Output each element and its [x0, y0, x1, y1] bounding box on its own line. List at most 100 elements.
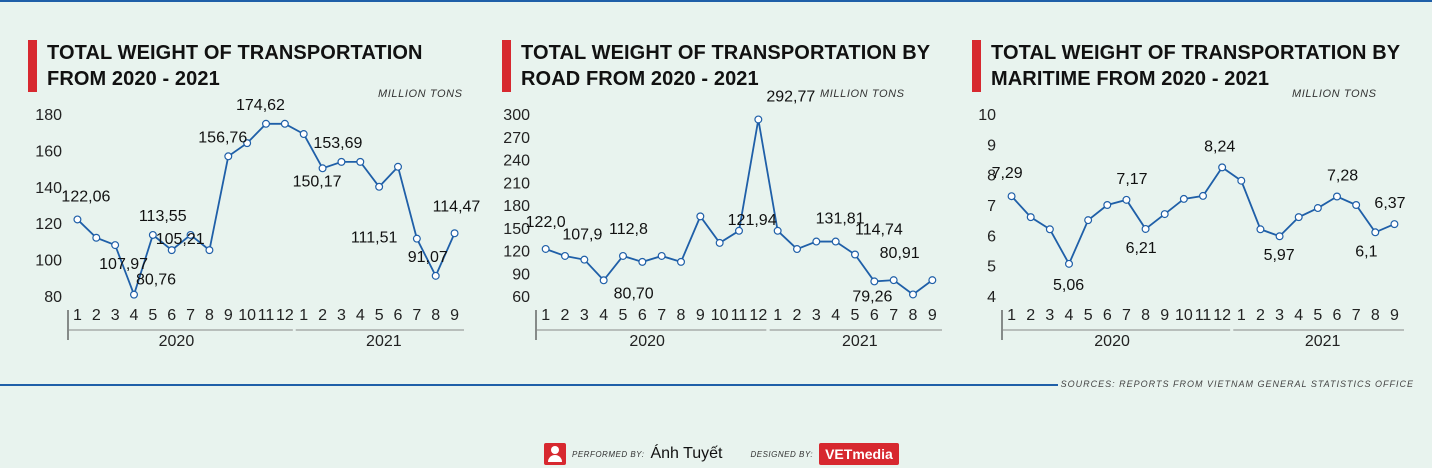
- data-label: 79,26: [852, 288, 892, 305]
- x-tick-label: 11: [258, 307, 275, 324]
- x-tick-label: 3: [1275, 307, 1284, 324]
- data-point: [1160, 210, 1169, 219]
- data-point: [1256, 225, 1265, 234]
- x-tick-label: 9: [224, 307, 233, 324]
- x-tick-label: 7: [412, 307, 421, 324]
- data-point: [1313, 204, 1322, 213]
- data-label: 121,94: [728, 212, 777, 229]
- x-tick-label: 8: [431, 307, 440, 324]
- data-point: [754, 115, 763, 124]
- data-point: [148, 230, 157, 239]
- x-tick-label: 6: [167, 307, 176, 324]
- data-point: [1122, 195, 1131, 204]
- x-tick-label: 3: [812, 307, 821, 324]
- chart-panel-total: TOTAL WEIGHT OF TRANSPORTATION FROM 2020…: [10, 0, 480, 360]
- data-point: [318, 164, 327, 173]
- y-tick-label: 9: [987, 137, 996, 154]
- x-tick-label: 9: [450, 307, 459, 324]
- x-tick-label: 3: [111, 307, 120, 324]
- data-label: 153,69: [313, 135, 362, 152]
- footer-rule: [0, 384, 1058, 386]
- data-point: [224, 152, 233, 161]
- data-label: 107,97: [99, 256, 148, 273]
- data-point: [412, 234, 421, 243]
- y-tick-label: 160: [35, 143, 62, 160]
- data-label: 111,51: [351, 230, 398, 247]
- data-label: 150,17: [293, 173, 342, 190]
- data-point: [450, 229, 459, 238]
- y-tick-label: 100: [35, 253, 62, 270]
- y-tick-label: 180: [503, 198, 530, 215]
- data-point: [580, 255, 589, 264]
- chart-title: TOTAL WEIGHT OF TRANSPORTATION FROM 2020…: [28, 40, 487, 92]
- x-tick-label: 8: [1141, 307, 1150, 324]
- y-tick-label: 240: [503, 153, 530, 170]
- data-label: 107,9: [562, 227, 602, 244]
- data-point: [1084, 216, 1093, 225]
- y-tick-label: 6: [987, 228, 996, 245]
- data-point: [1045, 225, 1054, 234]
- y-tick-label: 90: [512, 266, 530, 283]
- y-tick-label: 120: [35, 216, 62, 233]
- x-tick-label: 6: [870, 307, 879, 324]
- x-tick-label: 2: [1256, 307, 1265, 324]
- data-label: 156,76: [198, 129, 247, 146]
- y-tick-label: 270: [503, 130, 530, 147]
- y-tick-label: 80: [44, 289, 62, 306]
- author-name: Ánh Tuyết: [650, 445, 723, 462]
- x-tick-label: 6: [1333, 307, 1342, 324]
- data-label: 8,24: [1204, 138, 1235, 155]
- x-tick-label: 1: [1237, 307, 1246, 324]
- x-tick-label: 3: [337, 307, 346, 324]
- year-label: 2020: [159, 333, 195, 350]
- data-point: [773, 226, 782, 235]
- data-point: [205, 246, 214, 255]
- x-tick-label: 9: [696, 307, 705, 324]
- data-point: [1026, 213, 1035, 222]
- x-tick-label: 2: [1026, 307, 1035, 324]
- x-tick-label: 6: [1103, 307, 1112, 324]
- x-tick-label: 9: [1390, 307, 1399, 324]
- x-tick-label: 2: [793, 307, 802, 324]
- sources-note: SOURCES: REPORTS FROM VIETNAM GENERAL ST…: [1060, 379, 1414, 389]
- data-label: 292,77: [766, 88, 815, 105]
- x-tick-label: 2: [318, 307, 327, 324]
- year-label: 2020: [629, 333, 665, 350]
- x-tick-label: 11: [731, 307, 748, 324]
- data-point: [599, 276, 608, 285]
- data-point: [167, 246, 176, 255]
- x-tick-label: 5: [148, 307, 157, 324]
- data-point: [299, 130, 308, 139]
- data-point: [735, 226, 744, 235]
- x-tick-label: 11: [1195, 307, 1212, 324]
- data-point: [1371, 228, 1380, 237]
- chart-unit: MILLION TONS: [1292, 88, 1377, 100]
- data-label: 80,91: [880, 245, 920, 262]
- data-point: [1218, 163, 1227, 172]
- data-point: [92, 233, 101, 242]
- y-tick-label: 120: [503, 244, 530, 261]
- y-tick-label: 5: [987, 259, 996, 276]
- data-label: 122,06: [61, 188, 110, 205]
- data-point: [812, 237, 821, 246]
- data-point: [1141, 224, 1150, 233]
- designed-by-label: DESIGNED BY:: [750, 449, 814, 459]
- data-point: [928, 276, 937, 285]
- data-point: [1275, 232, 1284, 241]
- x-tick-label: 12: [276, 307, 294, 324]
- data-label: 114,74: [855, 221, 903, 238]
- x-tick-label: 12: [749, 307, 767, 324]
- data-point: [1390, 220, 1399, 229]
- data-label: 5,06: [1053, 277, 1084, 294]
- x-tick-label: 5: [1313, 307, 1322, 324]
- data-label: 6,21: [1126, 240, 1157, 257]
- data-point: [1352, 201, 1361, 210]
- chart-unit: MILLION TONS: [378, 88, 463, 100]
- x-tick-label: 10: [711, 307, 729, 324]
- x-tick-label: 5: [1084, 307, 1093, 324]
- data-label: 122,0: [526, 214, 566, 231]
- data-point: [73, 215, 82, 224]
- data-point: [715, 238, 724, 247]
